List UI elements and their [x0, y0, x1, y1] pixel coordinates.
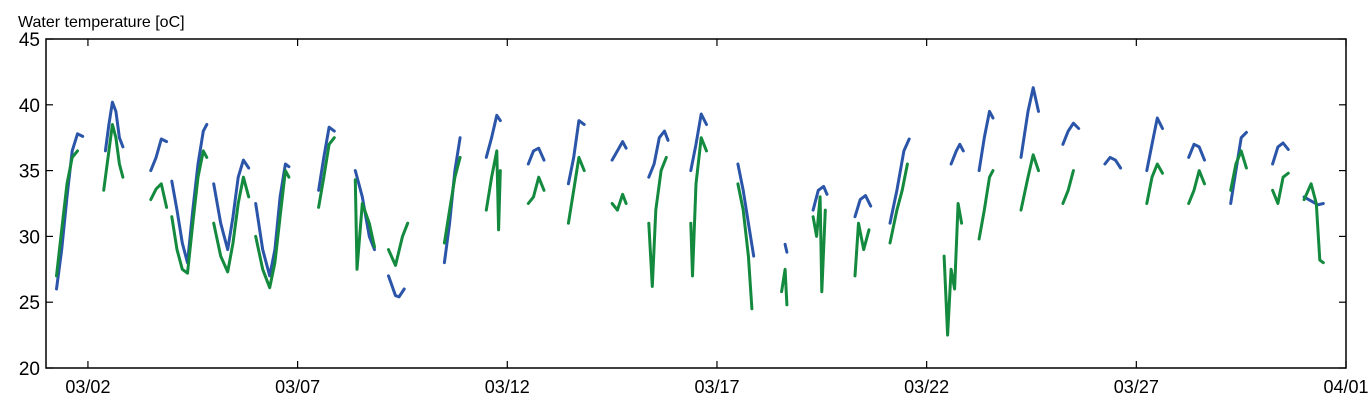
x-tick-label: 03/22 — [904, 377, 949, 397]
x-tick-label: 03/17 — [694, 377, 739, 397]
y-tick-label: 20 — [19, 359, 40, 380]
series-2-line — [170, 149, 209, 275]
x-axis: 03/02 03/07 03/12 03/17 03/22 03/27 04/01 — [65, 39, 1369, 397]
series-2-line — [387, 221, 410, 267]
series-1-line — [736, 162, 756, 258]
x-tick-label: 03/12 — [485, 377, 530, 397]
series-1-line — [149, 137, 169, 173]
series-2-line — [1187, 169, 1206, 205]
series-1-line — [1271, 141, 1290, 166]
series-2-line — [254, 169, 291, 290]
series-2-line — [442, 155, 462, 245]
x-tick-label: 04/01 — [1323, 377, 1368, 397]
y-tick-label: 35 — [19, 162, 40, 183]
y-tick-label: 25 — [19, 293, 40, 314]
series-1-line — [783, 242, 789, 254]
series-1-line — [689, 112, 708, 173]
series-1-line — [566, 119, 586, 186]
series-1-line — [1302, 195, 1325, 207]
chart-title: Water temperature [oC] — [18, 14, 185, 31]
series-1-line — [1061, 121, 1081, 146]
series-1-line — [1145, 116, 1164, 173]
series-2-line — [526, 175, 546, 205]
series-2-line — [55, 149, 79, 278]
series-1-line — [949, 142, 965, 166]
series-2-line — [1019, 153, 1040, 212]
series-1-line — [103, 100, 125, 153]
x-tick-label: 03/27 — [1114, 377, 1159, 397]
series-2-line — [484, 149, 502, 232]
series-2-line — [566, 155, 586, 225]
series-1-line — [1229, 130, 1248, 205]
series-2-line — [1271, 171, 1290, 205]
series-2-line — [102, 123, 125, 192]
series-1-line — [811, 184, 829, 212]
series-1-line — [1019, 86, 1040, 159]
series-1-line — [977, 109, 995, 173]
series-1-line — [317, 125, 336, 192]
series-2-line — [1061, 169, 1075, 205]
series-2-line — [942, 202, 964, 337]
series-2-line — [647, 155, 668, 288]
series-2-line — [977, 169, 995, 241]
y-axis: 20 25 30 35 40 45 — [19, 30, 1346, 380]
series-1-line — [212, 158, 251, 252]
series-2-line — [1302, 182, 1325, 265]
series-1-line — [526, 146, 546, 166]
series-1-line — [387, 274, 406, 299]
series-1-line — [484, 113, 502, 159]
series-2-line — [610, 192, 628, 212]
series-1-line — [1103, 155, 1123, 170]
series-2-line — [888, 162, 909, 245]
x-tick-label: 03/07 — [275, 377, 320, 397]
series-layer — [55, 86, 1325, 337]
series-2-line — [853, 221, 871, 278]
y-tick-label: 30 — [19, 227, 40, 248]
series-2-line — [317, 136, 336, 209]
series-1-line — [853, 194, 873, 219]
series-2-line — [212, 175, 251, 274]
series-1-line — [1187, 142, 1206, 162]
series-1-line — [610, 140, 628, 162]
series-2-line — [1229, 149, 1248, 192]
y-tick-label: 40 — [19, 96, 40, 117]
series-1-line — [55, 132, 85, 291]
series-2-line — [736, 182, 754, 311]
series-2-line — [149, 182, 169, 209]
y-tick-label: 45 — [19, 30, 40, 51]
series-1-line — [647, 129, 670, 179]
series-2-line — [811, 195, 827, 294]
series-2-line — [1145, 162, 1164, 205]
series-2-line — [353, 178, 376, 271]
x-tick-label: 03/02 — [65, 377, 110, 397]
series-2-line — [689, 136, 708, 278]
series-1-line — [888, 137, 911, 225]
series-2-line — [780, 267, 789, 307]
plot-area-frame — [45, 38, 1347, 369]
